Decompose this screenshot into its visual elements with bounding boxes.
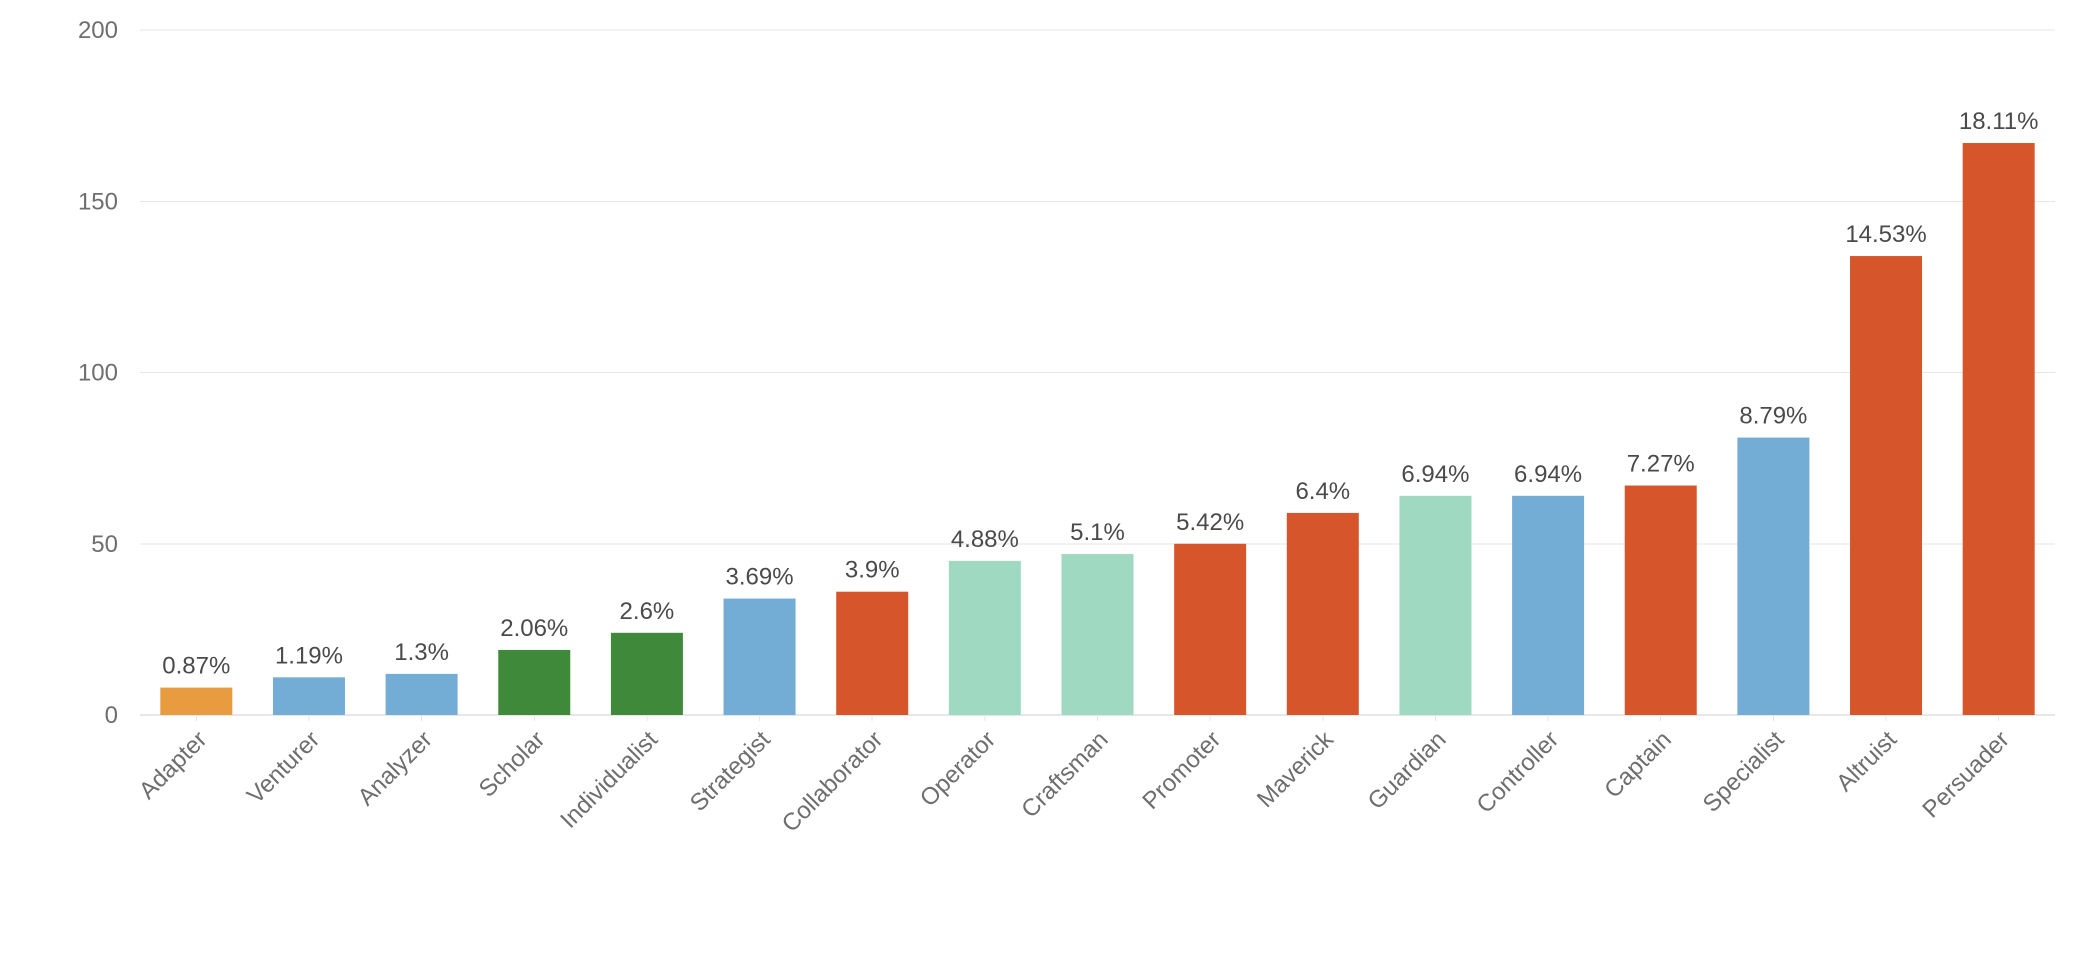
bar	[1737, 438, 1809, 715]
bar	[611, 633, 683, 715]
bar	[498, 650, 570, 715]
x-axis-category-label: Individualist	[555, 726, 663, 834]
x-axis-category-label: Guardian	[1363, 726, 1452, 815]
x-axis-category-label: Maverick	[1252, 725, 1340, 813]
x-axis-category-label: Venturer	[242, 726, 325, 809]
bar-value-label: 14.53%	[1845, 221, 1926, 248]
svg-text:200: 200	[78, 17, 118, 44]
bar	[160, 688, 232, 715]
bar	[1174, 544, 1246, 715]
bar	[1512, 496, 1584, 715]
x-axis-category-label: Controller	[1472, 726, 1565, 819]
chart-canvas: 0 50 100 150 200 0.87% Adapter 1.19% Venturer 1.3…	[0, 0, 2076, 966]
bar	[1963, 143, 2035, 715]
bar-value-label: 6.4%	[1295, 478, 1350, 505]
x-axis-category-label: Strategist	[685, 726, 776, 817]
svg-text:100: 100	[78, 360, 118, 387]
x-axis-category-label: Scholar	[474, 726, 551, 803]
bar-chart: 0 50 100 150 200 0.87% Adapter 1.19% Venturer 1.3…	[0, 0, 2076, 966]
x-axis-category-label: Adapter	[134, 726, 213, 805]
bar-value-label: 3.69%	[726, 564, 794, 591]
bar-value-label: 1.3%	[394, 639, 449, 666]
bar-value-label: 18.11%	[1959, 108, 2039, 135]
bar-value-label: 0.87%	[162, 653, 230, 680]
bar	[1625, 486, 1697, 715]
svg-text:0: 0	[105, 702, 118, 729]
bar-value-label: 7.27%	[1627, 451, 1695, 478]
bar-value-label: 6.94%	[1514, 461, 1582, 488]
bar-value-label: 8.79%	[1739, 403, 1807, 430]
bar-value-label: 5.42%	[1176, 509, 1244, 536]
bar	[1850, 256, 1922, 715]
x-axis-category-label: Promoter	[1137, 726, 1226, 815]
svg-text:150: 150	[78, 188, 118, 215]
bar	[724, 599, 796, 715]
x-axis-category-label: Persuader	[1917, 726, 2014, 823]
x-axis-category-label: Craftsman	[1016, 726, 1113, 823]
bar	[1399, 496, 1471, 715]
bar-value-label: 4.88%	[951, 526, 1019, 553]
x-axis-category-label: Operator	[915, 726, 1001, 812]
x-axis-category-label: Captain	[1599, 726, 1677, 804]
bar-value-label: 6.94%	[1401, 461, 1469, 488]
bar	[836, 592, 908, 715]
x-axis-category-label: Specialist	[1698, 726, 1790, 818]
bar-value-label: 2.6%	[620, 598, 675, 625]
bar-value-label: 2.06%	[500, 615, 568, 642]
bar	[949, 561, 1021, 715]
x-axis-category-label: Altruist	[1831, 726, 1902, 797]
bar-value-label: 5.1%	[1070, 519, 1125, 546]
bar	[1287, 513, 1359, 715]
x-axis-category-label: Collaborator	[777, 726, 889, 838]
bar	[1062, 554, 1134, 715]
bar	[386, 674, 458, 715]
bar-value-label: 1.19%	[275, 642, 343, 669]
bar	[273, 677, 345, 715]
x-axis-category-label: Analyzer	[353, 726, 438, 811]
svg-text:50: 50	[91, 531, 118, 558]
bar-value-label: 3.9%	[845, 557, 900, 584]
